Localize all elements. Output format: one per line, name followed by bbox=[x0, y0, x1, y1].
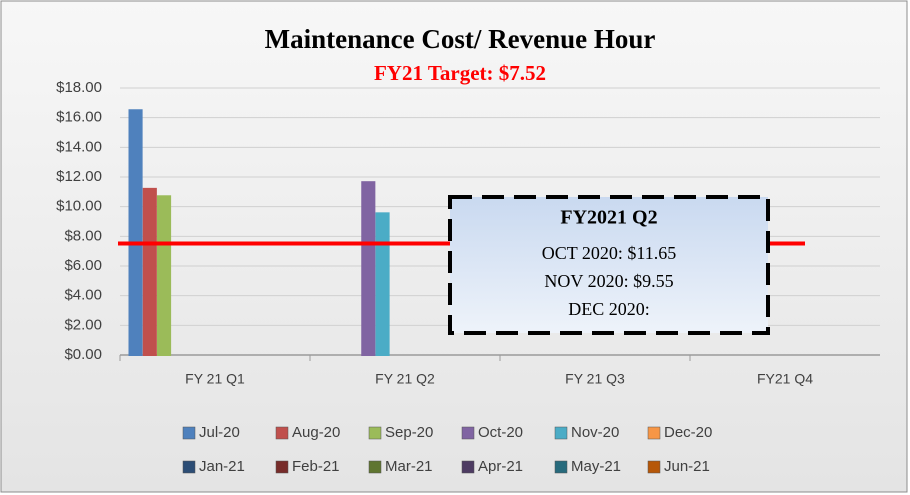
legend-swatch bbox=[554, 460, 568, 474]
chart-subtitle: FY21 Target: $7.52 bbox=[374, 61, 546, 85]
legend-label: Nov-20 bbox=[571, 424, 619, 441]
x-tick-label: FY 21 Q1 bbox=[185, 371, 245, 387]
y-tick-label: $12.00 bbox=[56, 168, 102, 185]
x-tick-label: FY 21 Q3 bbox=[565, 371, 625, 387]
annotation-line: NOV 2020: $9.55 bbox=[544, 271, 673, 291]
legend-swatch bbox=[182, 426, 196, 440]
legend-swatch bbox=[182, 460, 196, 474]
annotation-line: DEC 2020: bbox=[568, 299, 650, 319]
legend-label: Aug-20 bbox=[292, 424, 340, 441]
legend-label: Apr-21 bbox=[478, 458, 523, 475]
legend-swatch bbox=[368, 426, 382, 440]
legend-label: Sep-20 bbox=[385, 424, 433, 441]
annotation-box bbox=[448, 195, 770, 335]
x-tick-label: FY21 Q4 bbox=[757, 371, 813, 387]
legend-label: Mar-21 bbox=[385, 458, 433, 475]
legend-label: Jan-21 bbox=[199, 458, 245, 475]
chart-title: Maintenance Cost/ Revenue Hour bbox=[265, 24, 656, 54]
legend-swatch bbox=[275, 460, 289, 474]
legend-swatch bbox=[554, 426, 568, 440]
annotation: FY2021 Q2 OCT 2020: $11.65 NOV 2020: $9.… bbox=[448, 195, 770, 335]
y-tick-label: $14.00 bbox=[56, 138, 102, 155]
y-tick-label: $4.00 bbox=[64, 287, 102, 304]
bar bbox=[128, 109, 143, 356]
legend-swatch bbox=[368, 460, 382, 474]
y-tick-label: $10.00 bbox=[56, 198, 102, 215]
legend-label: Oct-20 bbox=[478, 424, 523, 441]
y-tick-label: $0.00 bbox=[64, 346, 102, 363]
y-tick-label: $6.00 bbox=[64, 257, 102, 274]
annotation-line: OCT 2020: $11.65 bbox=[542, 243, 677, 263]
y-tick-label: $18.00 bbox=[56, 79, 102, 96]
bar bbox=[361, 181, 376, 356]
legend-label: Jun-21 bbox=[664, 458, 710, 475]
bar bbox=[142, 187, 157, 356]
legend-swatch bbox=[647, 460, 661, 474]
y-tick-label: $16.00 bbox=[56, 109, 102, 126]
legend-swatch bbox=[461, 460, 475, 474]
legend-swatch bbox=[461, 426, 475, 440]
y-tick-label: $2.00 bbox=[64, 316, 102, 333]
legend-label: Feb-21 bbox=[292, 458, 340, 475]
x-tick-label: FY 21 Q2 bbox=[375, 371, 435, 387]
legend-swatch bbox=[647, 426, 661, 440]
legend-label: May-21 bbox=[571, 458, 621, 475]
bar bbox=[375, 212, 390, 356]
legend-label: Dec-20 bbox=[664, 424, 712, 441]
bar bbox=[157, 195, 172, 356]
annotation-title: FY2021 Q2 bbox=[560, 207, 657, 229]
legend-label: Jul-20 bbox=[199, 424, 240, 441]
legend-swatch bbox=[275, 426, 289, 440]
y-tick-label: $8.00 bbox=[64, 227, 102, 244]
